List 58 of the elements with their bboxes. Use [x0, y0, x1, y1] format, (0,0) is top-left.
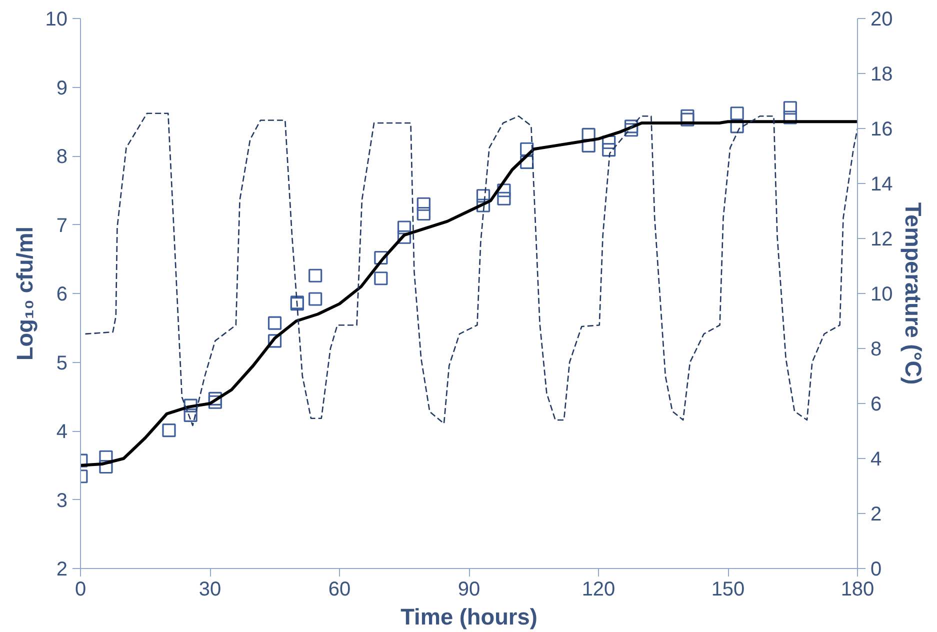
y-tick-label: 6	[56, 284, 68, 306]
y2-tick-label: 20	[870, 8, 893, 30]
x-tick-label: 150	[711, 578, 745, 600]
point	[184, 408, 198, 422]
y2-tick-label: 14	[870, 174, 893, 196]
y2-tick-label: 16	[870, 118, 893, 140]
point	[476, 189, 490, 203]
point	[416, 197, 430, 211]
x-tick-label: 60	[328, 578, 351, 600]
y2-tick-label: 6	[870, 394, 882, 416]
point	[520, 142, 534, 156]
y-tick-label: 8	[56, 146, 68, 168]
point	[730, 106, 744, 120]
y-tick-label: 2	[56, 558, 68, 580]
y2-tick-label: 18	[870, 64, 893, 86]
x-tick-label: 90	[458, 578, 480, 600]
point	[162, 424, 176, 438]
x-tick-label: 30	[198, 578, 222, 600]
point	[497, 184, 511, 198]
point	[416, 206, 430, 221]
point	[680, 112, 694, 126]
point	[374, 272, 388, 286]
x-axis-title: Time (hours)	[400, 604, 538, 630]
y-tick-label: 7	[56, 214, 68, 237]
point	[783, 101, 797, 115]
y2-tick-label: 12	[870, 228, 893, 250]
y-tick-label: 10	[45, 8, 68, 30]
y2-tick-label: 8	[870, 338, 882, 360]
point	[374, 250, 388, 265]
point	[268, 316, 282, 330]
point	[730, 120, 744, 134]
point	[497, 192, 511, 206]
point	[397, 230, 412, 244]
point	[397, 220, 412, 234]
y-tick-label: 4	[56, 421, 68, 443]
point	[208, 395, 222, 409]
y2-tick-label: 4	[870, 448, 882, 470]
point	[602, 143, 616, 157]
y-tick-label: 5	[56, 352, 68, 374]
y2-tick-label: 0	[870, 558, 882, 580]
point	[520, 155, 534, 169]
point	[99, 460, 113, 474]
x-tick-label: 120	[582, 578, 616, 600]
y2-tick-label: 2	[870, 504, 882, 526]
point	[308, 268, 322, 282]
y-tick-label: 9	[56, 77, 68, 100]
point	[783, 110, 797, 124]
point	[476, 198, 490, 212]
y2-tick-label: 10	[870, 284, 893, 306]
point	[308, 292, 322, 306]
point	[184, 398, 198, 412]
y-axis-title: Log₁₀ cfu/ml	[11, 226, 38, 361]
point	[208, 392, 222, 406]
y2-axis-title: Temperature (°C)	[900, 202, 927, 385]
y-tick-label: 3	[56, 490, 68, 512]
point	[268, 334, 282, 348]
x-tick-label: 180	[840, 578, 874, 600]
x-tick-label: 0	[74, 578, 86, 600]
